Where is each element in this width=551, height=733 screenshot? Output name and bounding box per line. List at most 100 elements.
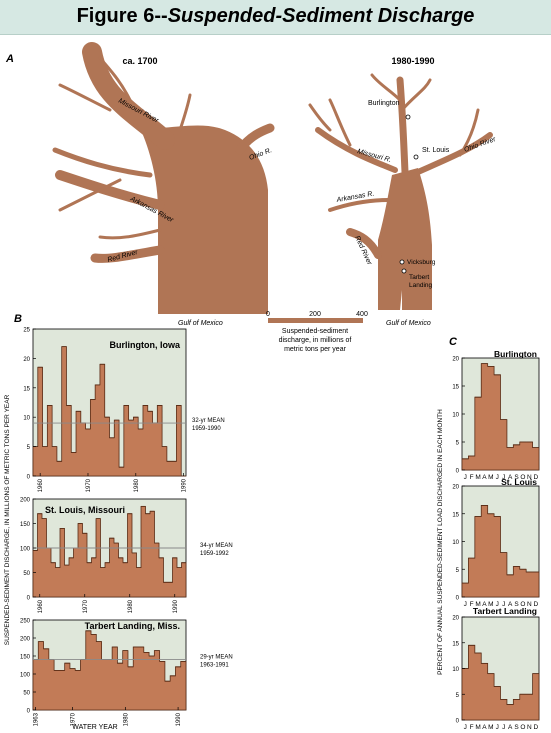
x-tick-label: 1970 <box>86 478 92 492</box>
month-label: J <box>496 724 499 731</box>
x-tick-label: 1970 <box>71 712 77 726</box>
panel-c-ylabel: PERCENT OF ANNUAL SUSPENDED-SEDIMENT LOA… <box>437 409 444 675</box>
y-tick-label: 15 <box>452 512 459 518</box>
month-label: J <box>502 724 505 731</box>
chart-title: Tarbert Landing <box>473 606 537 616</box>
mean-label: 34-yr MEAN <box>200 543 233 549</box>
panel-a-letter: A <box>5 53 14 65</box>
tree-1980-missouri-branch <box>315 127 398 173</box>
ca-1700-title: ca. 1700 <box>122 56 157 66</box>
y-tick-label: 200 <box>20 637 31 643</box>
month-label: N <box>527 474 532 481</box>
y-tick-label: 25 <box>23 328 30 334</box>
tree-1700-upper-branch <box>52 147 153 178</box>
panel-a-rivers: A ca. 1700 1980-1990 Missouri River Ohio… <box>5 42 497 353</box>
x-tick-label: 1960 <box>38 599 44 613</box>
tree-1980-trunk <box>378 168 432 310</box>
month-label: D <box>533 474 538 481</box>
tarbert-label-line: Landing <box>409 282 433 289</box>
month-label: F <box>470 601 474 608</box>
tree-1980-twig-e <box>308 103 332 132</box>
scale-tick-400: 400 <box>356 311 368 318</box>
month-label: J <box>464 474 467 481</box>
chart-st-louis-missouri: 34-yr MEAN 1959-1992 0 50 100 150 200 1960 1970 1… <box>20 498 233 614</box>
tree-1980-twig-b <box>400 78 432 112</box>
tree-1700-arkansas-branch <box>55 170 165 210</box>
tree-1980-arkansas-branch <box>328 198 390 212</box>
chart-title: Burlington <box>494 349 537 359</box>
panel-b-ylabel: SUSPENDED-SEDIMENT DISCHARGE, IN MILLION… <box>4 394 11 645</box>
1980-1990-title: 1980-1990 <box>391 56 434 66</box>
tree-1700-twig-d <box>98 56 132 102</box>
y-tick-label: 0 <box>456 719 460 725</box>
y-tick-label: 0 <box>456 469 460 475</box>
y-tick-label: 0 <box>456 596 460 602</box>
month-label: N <box>527 724 532 731</box>
y-tick-label: 10 <box>452 540 459 546</box>
charts-layer: 32-yr MEAN 1959-1990 0 5 10 15 20 25 1960 1970 198… <box>20 328 540 731</box>
x-tick-label: 1980 <box>123 712 129 726</box>
chart-title: Tarbert Landing, Miss. <box>85 621 180 631</box>
tree-1980-twig-a <box>370 73 402 102</box>
vicksburg-marker <box>399 259 405 265</box>
x-tick-label: 1960 <box>38 478 44 492</box>
tree-1700-missouri-branch <box>82 42 175 150</box>
y-tick-label: 5 <box>27 445 31 451</box>
tree-1980-upper-stem <box>396 76 409 176</box>
tree-1700-twig-c <box>58 83 112 112</box>
tree-1700-twig-a <box>58 178 122 212</box>
chart-title: Burlington, Iowa <box>110 340 181 350</box>
mean-label: 1959-1992 <box>200 551 229 557</box>
y-tick-label: 150 <box>20 522 31 528</box>
scale-caption-1: Suspended-sediment <box>282 328 348 335</box>
scale-tick-200: 200 <box>309 311 321 318</box>
x-tick-label: 1963 <box>34 712 40 726</box>
y-tick-label: 200 <box>20 498 31 504</box>
x-tick-label: 1990 <box>182 478 188 492</box>
step-area <box>461 505 540 598</box>
y-tick-label: 0 <box>27 709 31 715</box>
month-label: O <box>520 724 525 731</box>
river-tree-1980 <box>308 73 493 310</box>
tree-1700-red-branch <box>90 245 165 263</box>
month-label: J <box>464 724 467 731</box>
y-tick-label: 100 <box>20 547 31 553</box>
label-tarbert-1980: Tarbert Landing <box>409 274 433 289</box>
month-label: A <box>482 601 487 608</box>
y-tick-label: 20 <box>452 485 459 491</box>
month-label: A <box>508 601 513 608</box>
y-tick-label: 50 <box>23 691 30 697</box>
month-label: O <box>520 601 525 608</box>
figure-title: Figure 6--Suspended-Sediment Discharge <box>0 5 551 28</box>
month-label: J <box>502 601 505 608</box>
label-stlouis-1980: St. Louis <box>422 147 450 154</box>
month-label: M <box>488 474 493 481</box>
month-label: N <box>527 601 532 608</box>
month-label: M <box>488 601 493 608</box>
month-label: J <box>464 601 467 608</box>
month-label: J <box>496 601 499 608</box>
chart-title: St. Louis <box>501 477 537 487</box>
y-tick-label: 5 <box>456 441 460 447</box>
label-gulf-1700: Gulf of Mexico <box>178 320 223 327</box>
y-tick-label: 10 <box>452 413 459 419</box>
title-bar <box>0 0 551 35</box>
label-burlington-1980: Burlington <box>368 100 400 107</box>
month-label: F <box>470 474 474 481</box>
month-label: S <box>514 474 519 481</box>
scale-tick-0: 0 <box>266 311 270 318</box>
month-label: J <box>502 474 505 481</box>
panel-b-letter: B <box>14 313 22 325</box>
x-tick-label: 1990 <box>176 712 182 726</box>
mean-label: 32-yr MEAN <box>192 418 225 424</box>
month-label: D <box>533 724 538 731</box>
scale-caption-3: metric tons per year <box>284 346 347 353</box>
scale-bar <box>268 318 363 323</box>
y-tick-label: 0 <box>27 596 31 602</box>
y-tick-label: 15 <box>23 386 30 392</box>
mean-label: 1959-1990 <box>192 426 221 432</box>
month-label: O <box>520 474 525 481</box>
